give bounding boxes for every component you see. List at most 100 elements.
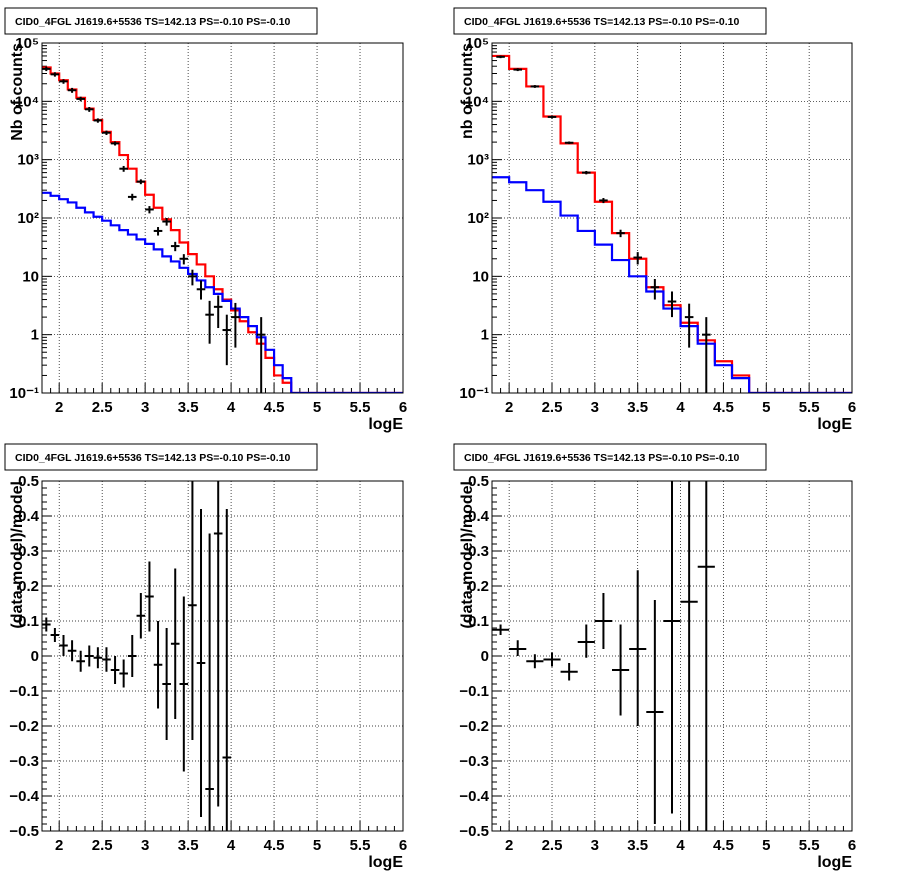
data-point — [179, 254, 189, 265]
data-point — [136, 593, 146, 639]
chart-panel-4: CID0_4FGL J1619.6+5536 TS=142.13 PS=-0.1… — [453, 443, 856, 871]
data-points — [42, 66, 266, 393]
data-point — [196, 280, 206, 300]
data-point — [513, 68, 522, 72]
y-tick-label: 10³ — [17, 152, 39, 169]
data-point — [599, 198, 608, 204]
data-point — [256, 317, 266, 393]
y-tick-label: −0.2 — [9, 718, 39, 735]
axis-ticks — [491, 42, 853, 394]
y-tick-label: 0.5 — [468, 473, 489, 490]
data-point — [577, 624, 595, 658]
y-tick-label: 10⁻¹ — [9, 385, 39, 402]
x-tick-label: 5 — [762, 837, 770, 854]
data-point — [42, 617, 51, 632]
data-point — [492, 624, 510, 635]
x-tick-label: 3.5 — [178, 837, 199, 854]
axis-ticks — [41, 480, 404, 832]
y-tick-label: −0.3 — [9, 753, 39, 770]
y-tick-label: 10³ — [467, 152, 489, 169]
y-tick-label: 0.5 — [18, 473, 39, 490]
x-tick-label: 4.5 — [713, 399, 734, 416]
plot-area — [492, 54, 852, 393]
y-tick-label: 10 — [22, 268, 39, 285]
total-model-histogram — [42, 66, 403, 393]
y-tick-label: 0.1 — [18, 613, 39, 630]
y-tick-label: 1 — [481, 327, 489, 344]
data-point — [136, 179, 146, 185]
x-axis-label: logE — [368, 854, 403, 871]
total-model-histogram — [492, 54, 852, 393]
data-point — [702, 317, 711, 393]
chart-title-box — [453, 443, 767, 471]
component-model-histogram — [492, 176, 852, 393]
plot-area — [42, 66, 403, 393]
data-point — [594, 593, 612, 649]
x-tick-label: 2.5 — [542, 399, 563, 416]
data-point — [153, 227, 163, 236]
data-point — [179, 596, 189, 772]
data-point — [496, 55, 505, 59]
chart-title-box — [4, 7, 318, 35]
data-point — [102, 130, 111, 135]
data-point — [213, 481, 223, 807]
data-point — [127, 635, 137, 677]
x-tick-label: 5 — [313, 837, 321, 854]
x-tick-label: 3 — [141, 399, 149, 416]
x-tick-label: 5 — [313, 399, 321, 416]
data-point — [530, 85, 540, 88]
plot-frame — [41, 480, 404, 832]
y-tick-label: 0.2 — [18, 578, 39, 595]
data-point — [560, 663, 578, 681]
y-axis-label: (data-model)/model — [9, 481, 26, 629]
x-tick-label: 4 — [676, 837, 685, 854]
data-point — [205, 533, 214, 831]
x-tick-label: 2 — [55, 399, 63, 416]
data-point — [162, 628, 171, 740]
chart-title-box — [4, 443, 318, 471]
data-point — [84, 645, 94, 667]
plot-frame — [491, 42, 853, 394]
data-point — [119, 165, 128, 172]
x-tick-label: 3 — [591, 399, 599, 416]
data-point — [667, 291, 677, 318]
y-tick-label: 0 — [31, 648, 39, 665]
data-point — [110, 141, 120, 146]
data-point — [526, 654, 544, 669]
x-tick-label: 3 — [591, 837, 599, 854]
x-tick-label: 2.5 — [542, 837, 563, 854]
data-point — [145, 206, 154, 214]
x-tick-label: 5.5 — [799, 399, 820, 416]
y-tick-label: 10⁵ — [465, 35, 489, 52]
x-tick-label: 2 — [505, 399, 513, 416]
data-points — [496, 55, 711, 393]
data-point — [67, 87, 77, 93]
y-tick-label: 10² — [17, 210, 39, 227]
chart-panel-3: CID0_4FGL J1619.6+5536 TS=142.13 PS=-0.1… — [4, 443, 407, 871]
y-tick-label: −0.3 — [459, 753, 489, 770]
data-point — [102, 647, 111, 672]
y-axis-label: (data-model)/model — [459, 481, 476, 629]
plot-area — [492, 481, 715, 831]
y-tick-label: 1 — [31, 327, 39, 344]
x-tick-label: 5 — [762, 399, 770, 416]
data-point — [170, 568, 180, 719]
y-tick-label: 10⁻¹ — [459, 385, 489, 402]
data-points — [42, 481, 232, 831]
x-tick-label: 2 — [55, 837, 63, 854]
y-axis-label: nb of counts — [459, 43, 476, 139]
chart-panel-2: CID0_4FGL J1619.6+5536 TS=142.13 PS=-0.1… — [453, 7, 856, 433]
y-tick-label: 0.3 — [468, 543, 489, 560]
data-point — [145, 561, 154, 632]
x-tick-label: 6 — [399, 837, 407, 854]
data-point — [650, 279, 660, 300]
y-tick-label: −0.2 — [459, 718, 489, 735]
chart-title: CID0_4FGL J1619.6+5536 TS=142.13 PS=-0.1… — [464, 452, 739, 464]
x-tick-label: 3.5 — [627, 399, 648, 416]
x-axis-label: logE — [368, 416, 403, 433]
x-tick-label: 5.5 — [350, 399, 371, 416]
data-points — [492, 481, 715, 831]
x-tick-label: 3.5 — [627, 837, 648, 854]
data-point — [616, 229, 625, 238]
y-tick-label: 0.1 — [468, 613, 489, 630]
